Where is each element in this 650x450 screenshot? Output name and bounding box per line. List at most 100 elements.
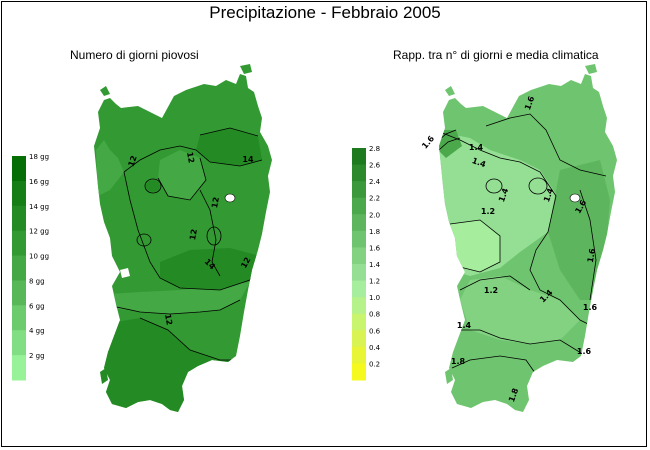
contour-label: 1.2	[484, 286, 498, 295]
legend-label: 1.4	[369, 261, 381, 269]
contour-label: 12	[163, 313, 174, 326]
contour-line	[199, 189, 221, 277]
legend-swatch	[12, 355, 26, 381]
legend-label: 2.8	[369, 145, 380, 153]
contour-line	[451, 355, 541, 381]
legend-label: 0.4	[369, 344, 381, 352]
contour-line	[111, 299, 241, 315]
island-maddalena	[240, 64, 252, 74]
zone-central-east	[160, 248, 260, 290]
legend-swatch	[352, 313, 366, 331]
legend-label: 0.6	[369, 327, 381, 335]
contour-label: 1.6	[586, 247, 597, 263]
contour-label: 12	[185, 151, 196, 164]
legend-swatch	[12, 230, 26, 257]
legend-swatch	[12, 280, 26, 306]
legend-swatch	[352, 230, 366, 248]
zone-south-central	[460, 276, 580, 344]
legend-label: 2.2	[369, 195, 380, 203]
right-map-subtitle: Rapp. tra n° di giorni e media climatica	[393, 48, 599, 62]
legend-swatch	[352, 148, 366, 166]
contour-line	[144, 178, 162, 194]
legend-swatch	[12, 255, 26, 281]
contour-label: 1.6	[577, 347, 592, 356]
figure-title: Precipitazione - Febbraio 2005	[209, 3, 441, 22]
contour-label: 12	[127, 154, 139, 168]
contour-line	[485, 178, 503, 194]
island-asinara	[445, 86, 455, 96]
zone-east	[548, 160, 610, 300]
right-map: 1.61.41.41.41.21.41.61.61.21.41.41.61.61…	[352, 64, 617, 412]
contour-line	[439, 137, 461, 157]
legend-label: 2.6	[369, 162, 381, 170]
contour-label: 1.4	[457, 321, 472, 330]
legend-label: 1.2	[369, 278, 380, 286]
contour-line	[123, 171, 263, 291]
contour-line	[157, 157, 207, 201]
legend-label: 10 gg	[29, 253, 49, 261]
legend-swatch	[352, 330, 366, 348]
contour-line	[206, 226, 222, 246]
island-san-pietro	[100, 368, 108, 384]
legend-swatch	[352, 247, 366, 265]
left-legend: 18 gg 16 gg 14 gg 12 gg 10 gg 8 gg 6 gg 4 gg 2 g…	[12, 153, 49, 381]
zone-west-coast	[96, 140, 124, 196]
legend-swatch	[352, 264, 366, 282]
contour-line	[136, 233, 152, 247]
legend-swatch	[352, 214, 366, 232]
legend-label: 16 gg	[29, 178, 49, 186]
contour-label: 1.6	[420, 134, 436, 151]
legend-swatch	[12, 305, 26, 331]
contour-line	[485, 113, 607, 177]
zone-north-west	[439, 130, 462, 158]
legend-label: 12 gg	[29, 228, 49, 236]
legend-swatch	[352, 181, 366, 199]
legend-swatch	[12, 330, 26, 356]
contour-label: 1.4	[469, 143, 484, 152]
right-legend: 2.8 2.6 2.4 2.2 2.0 1.8 1.6 1.4 1.2 1.0 0.8 0.6 0.4 0…	[352, 145, 381, 381]
legend-swatch	[12, 156, 26, 182]
left-map-subtitle: Numero di giorni piovosi	[70, 48, 199, 62]
contour-line	[449, 219, 501, 273]
zone-north-central	[158, 150, 206, 200]
legend-label: 18 gg	[29, 153, 49, 161]
island-maddalena	[585, 64, 597, 74]
inland-lake	[224, 193, 236, 203]
contour-line	[123, 145, 263, 173]
legend-label: 4 gg	[29, 327, 45, 335]
contour-line	[439, 129, 457, 147]
contour-line	[459, 275, 531, 291]
legend-label: 2 gg	[29, 352, 45, 360]
legend-label: 0.2	[369, 360, 380, 368]
legend-label: 1.0	[369, 294, 380, 302]
legend-swatch	[352, 280, 366, 298]
legend-label: 8 gg	[29, 277, 45, 285]
legend-swatch	[352, 297, 366, 315]
zone-north-east	[196, 128, 262, 166]
legend-label: 1.6	[369, 244, 381, 252]
contour-line	[456, 329, 587, 357]
legend-label: 2.4	[369, 178, 381, 186]
zone-west-lowest	[450, 220, 500, 272]
legend-swatch	[352, 363, 366, 381]
island-san-pietro	[445, 368, 453, 384]
contour-label: 14	[242, 155, 254, 164]
contour-island	[146, 180, 160, 192]
contour-label: 12	[210, 196, 221, 209]
legend-swatch	[352, 197, 366, 215]
legend-swatch	[12, 180, 26, 207]
contour-label: 1.6	[583, 303, 598, 312]
legend-label: 1.8	[369, 228, 380, 236]
contour-label: 12	[188, 228, 199, 241]
legend-label: 6 gg	[29, 302, 45, 310]
legend-label: 14 gg	[29, 203, 49, 211]
contour-line	[579, 189, 597, 301]
island-asinara	[100, 86, 110, 96]
contour-line	[528, 177, 548, 195]
legend-swatch	[12, 205, 26, 232]
contour-line	[199, 127, 259, 137]
coast-gap	[120, 268, 130, 278]
legend-label: 0.8	[369, 311, 380, 319]
